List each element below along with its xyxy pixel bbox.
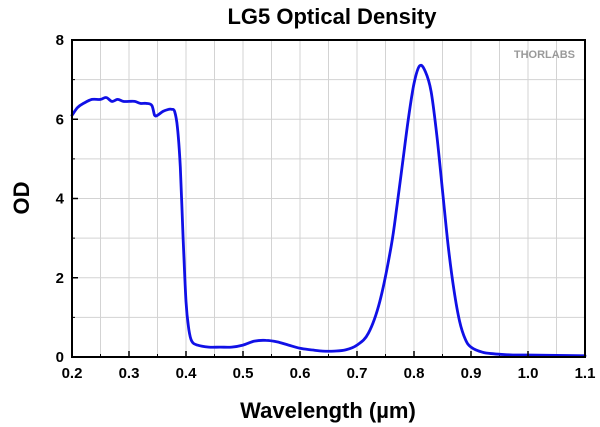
x-tick-label: 0.8 xyxy=(404,365,425,382)
x-ticks: 0.2 0.3 0.4 0.5 0.6 0.7 0.8 0.9 1.0 1.1 xyxy=(62,351,596,382)
x-tick-label: 1.0 xyxy=(518,365,539,382)
watermark-text: THORLABS xyxy=(514,49,575,61)
x-tick-label: 0.2 xyxy=(62,365,83,382)
chart-title: LG5 Optical Density xyxy=(227,4,437,29)
x-tick-label: 0.6 xyxy=(290,365,311,382)
x-tick-label: 0.9 xyxy=(461,365,482,382)
thorlabs-watermark: THORLABS xyxy=(514,49,575,61)
minor-ticks xyxy=(72,79,557,357)
y-tick-label: 8 xyxy=(56,32,64,49)
x-tick-label: 0.5 xyxy=(233,365,254,382)
y-tick-label: 0 xyxy=(56,349,64,366)
x-tick-label: 1.1 xyxy=(575,365,596,382)
grid xyxy=(72,40,585,357)
x-tick-label: 0.3 xyxy=(119,365,140,382)
y-tick-label: 6 xyxy=(56,111,64,128)
series-layer xyxy=(70,63,587,358)
series-line-lg5 xyxy=(70,63,587,358)
x-tick-label: 0.7 xyxy=(347,365,368,382)
x-axis-label: Wavelength (µm) xyxy=(240,398,416,423)
x-tick-label: 0.4 xyxy=(176,365,198,382)
y-tick-label: 4 xyxy=(56,191,65,208)
y-tick-label: 2 xyxy=(56,270,64,287)
y-axis-label: OD xyxy=(9,182,34,215)
y-ticks: 0 2 4 6 8 xyxy=(56,32,78,366)
